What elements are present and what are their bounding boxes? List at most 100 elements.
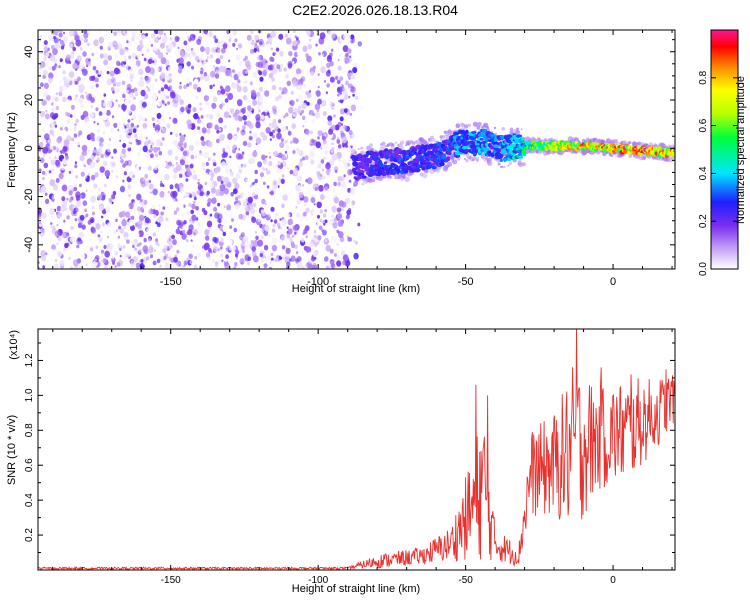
signal-point — [469, 135, 477, 141]
noise-point — [85, 263, 88, 266]
noise-point — [185, 238, 189, 243]
noise-point — [220, 88, 226, 95]
noise-point — [73, 113, 76, 117]
noise-point — [271, 257, 274, 261]
noise-point — [210, 172, 215, 178]
noise-point — [319, 194, 325, 201]
noise-point — [210, 70, 216, 78]
noise-point — [69, 86, 73, 91]
noise-point — [199, 150, 202, 154]
noise-point — [139, 43, 144, 49]
noise-point — [185, 45, 192, 53]
noise-point — [96, 57, 100, 62]
signal-halo-point — [487, 161, 493, 167]
noise-point — [181, 173, 186, 179]
x-tick-label: -150 — [161, 575, 181, 586]
noise-point — [220, 238, 224, 243]
noise-point — [209, 114, 214, 120]
noise-point — [82, 110, 89, 118]
noise-point — [160, 42, 165, 49]
noise-point — [52, 145, 56, 150]
noise-point — [150, 139, 154, 143]
noise-point — [188, 81, 192, 86]
noise-point — [39, 229, 45, 237]
noise-point — [287, 218, 293, 226]
noise-point — [130, 36, 136, 42]
noise-point — [271, 211, 274, 214]
noise-point — [228, 239, 233, 246]
noise-point — [58, 91, 63, 97]
noise-point — [211, 197, 217, 204]
noise-point — [296, 212, 301, 218]
noise-point — [330, 124, 336, 131]
noise-point — [256, 146, 262, 153]
noise-point — [292, 167, 298, 175]
noise-point — [310, 71, 315, 77]
noise-point — [266, 33, 271, 38]
noise-point — [155, 78, 158, 82]
noise-point — [257, 55, 262, 61]
noise-point — [91, 211, 95, 216]
noise-point — [341, 123, 344, 126]
noise-point — [210, 177, 214, 181]
noise-point — [207, 122, 213, 129]
noise-point — [232, 42, 236, 47]
noise-point — [121, 80, 126, 86]
noise-point — [259, 86, 263, 92]
signal-halo-point — [381, 141, 386, 146]
noise-point — [259, 253, 263, 258]
noise-point — [236, 99, 243, 107]
noise-point — [166, 46, 172, 54]
noise-point — [236, 47, 239, 51]
noise-point — [297, 110, 301, 114]
noise-point — [82, 51, 87, 57]
noise-point — [104, 250, 110, 258]
noise-point — [169, 79, 172, 83]
noise-point — [183, 261, 188, 267]
noise-point — [303, 211, 307, 217]
noise-point — [263, 230, 269, 236]
noise-point — [158, 204, 161, 208]
noise-point — [229, 108, 235, 114]
noise-point — [166, 123, 171, 129]
signal-point — [404, 168, 409, 174]
noise-point — [323, 143, 329, 151]
signal-halo-point — [515, 129, 521, 135]
noise-point — [303, 228, 308, 234]
noise-point — [250, 240, 254, 244]
noise-point — [50, 225, 53, 229]
colorbar-tick-label: 0.0 — [698, 262, 709, 276]
noise-point — [348, 237, 353, 242]
noise-point — [276, 167, 281, 174]
noise-point — [160, 57, 167, 65]
noise-point — [262, 167, 265, 171]
noise-point — [143, 237, 147, 243]
noise-point — [74, 164, 78, 169]
noise-point — [95, 70, 99, 74]
noise-point — [157, 243, 160, 247]
noise-point — [127, 184, 132, 189]
noise-point — [98, 237, 103, 243]
noise-point — [156, 218, 159, 222]
noise-point — [38, 174, 41, 178]
noise-point — [204, 37, 206, 40]
noise-point — [219, 225, 223, 230]
noise-point — [251, 216, 257, 223]
snr-x-axis-label: Height of straight line (km) — [292, 583, 420, 595]
noise-point — [221, 47, 226, 54]
noise-point — [296, 262, 303, 269]
noise-point — [235, 152, 242, 160]
noise-point — [239, 112, 243, 117]
noise-point — [266, 63, 269, 67]
noise-point — [206, 55, 210, 60]
signal-halo-point — [465, 159, 469, 163]
noise-point — [248, 122, 254, 129]
noise-point — [75, 200, 82, 208]
signal-halo-point — [463, 157, 467, 161]
noise-point — [302, 115, 306, 120]
noise-point — [152, 260, 157, 266]
noise-point — [230, 36, 234, 41]
snr-panel: -150 -100 -50 0 0.20.40.60.81.01.2 Height o… — [6, 328, 676, 595]
noise-point — [227, 92, 234, 101]
